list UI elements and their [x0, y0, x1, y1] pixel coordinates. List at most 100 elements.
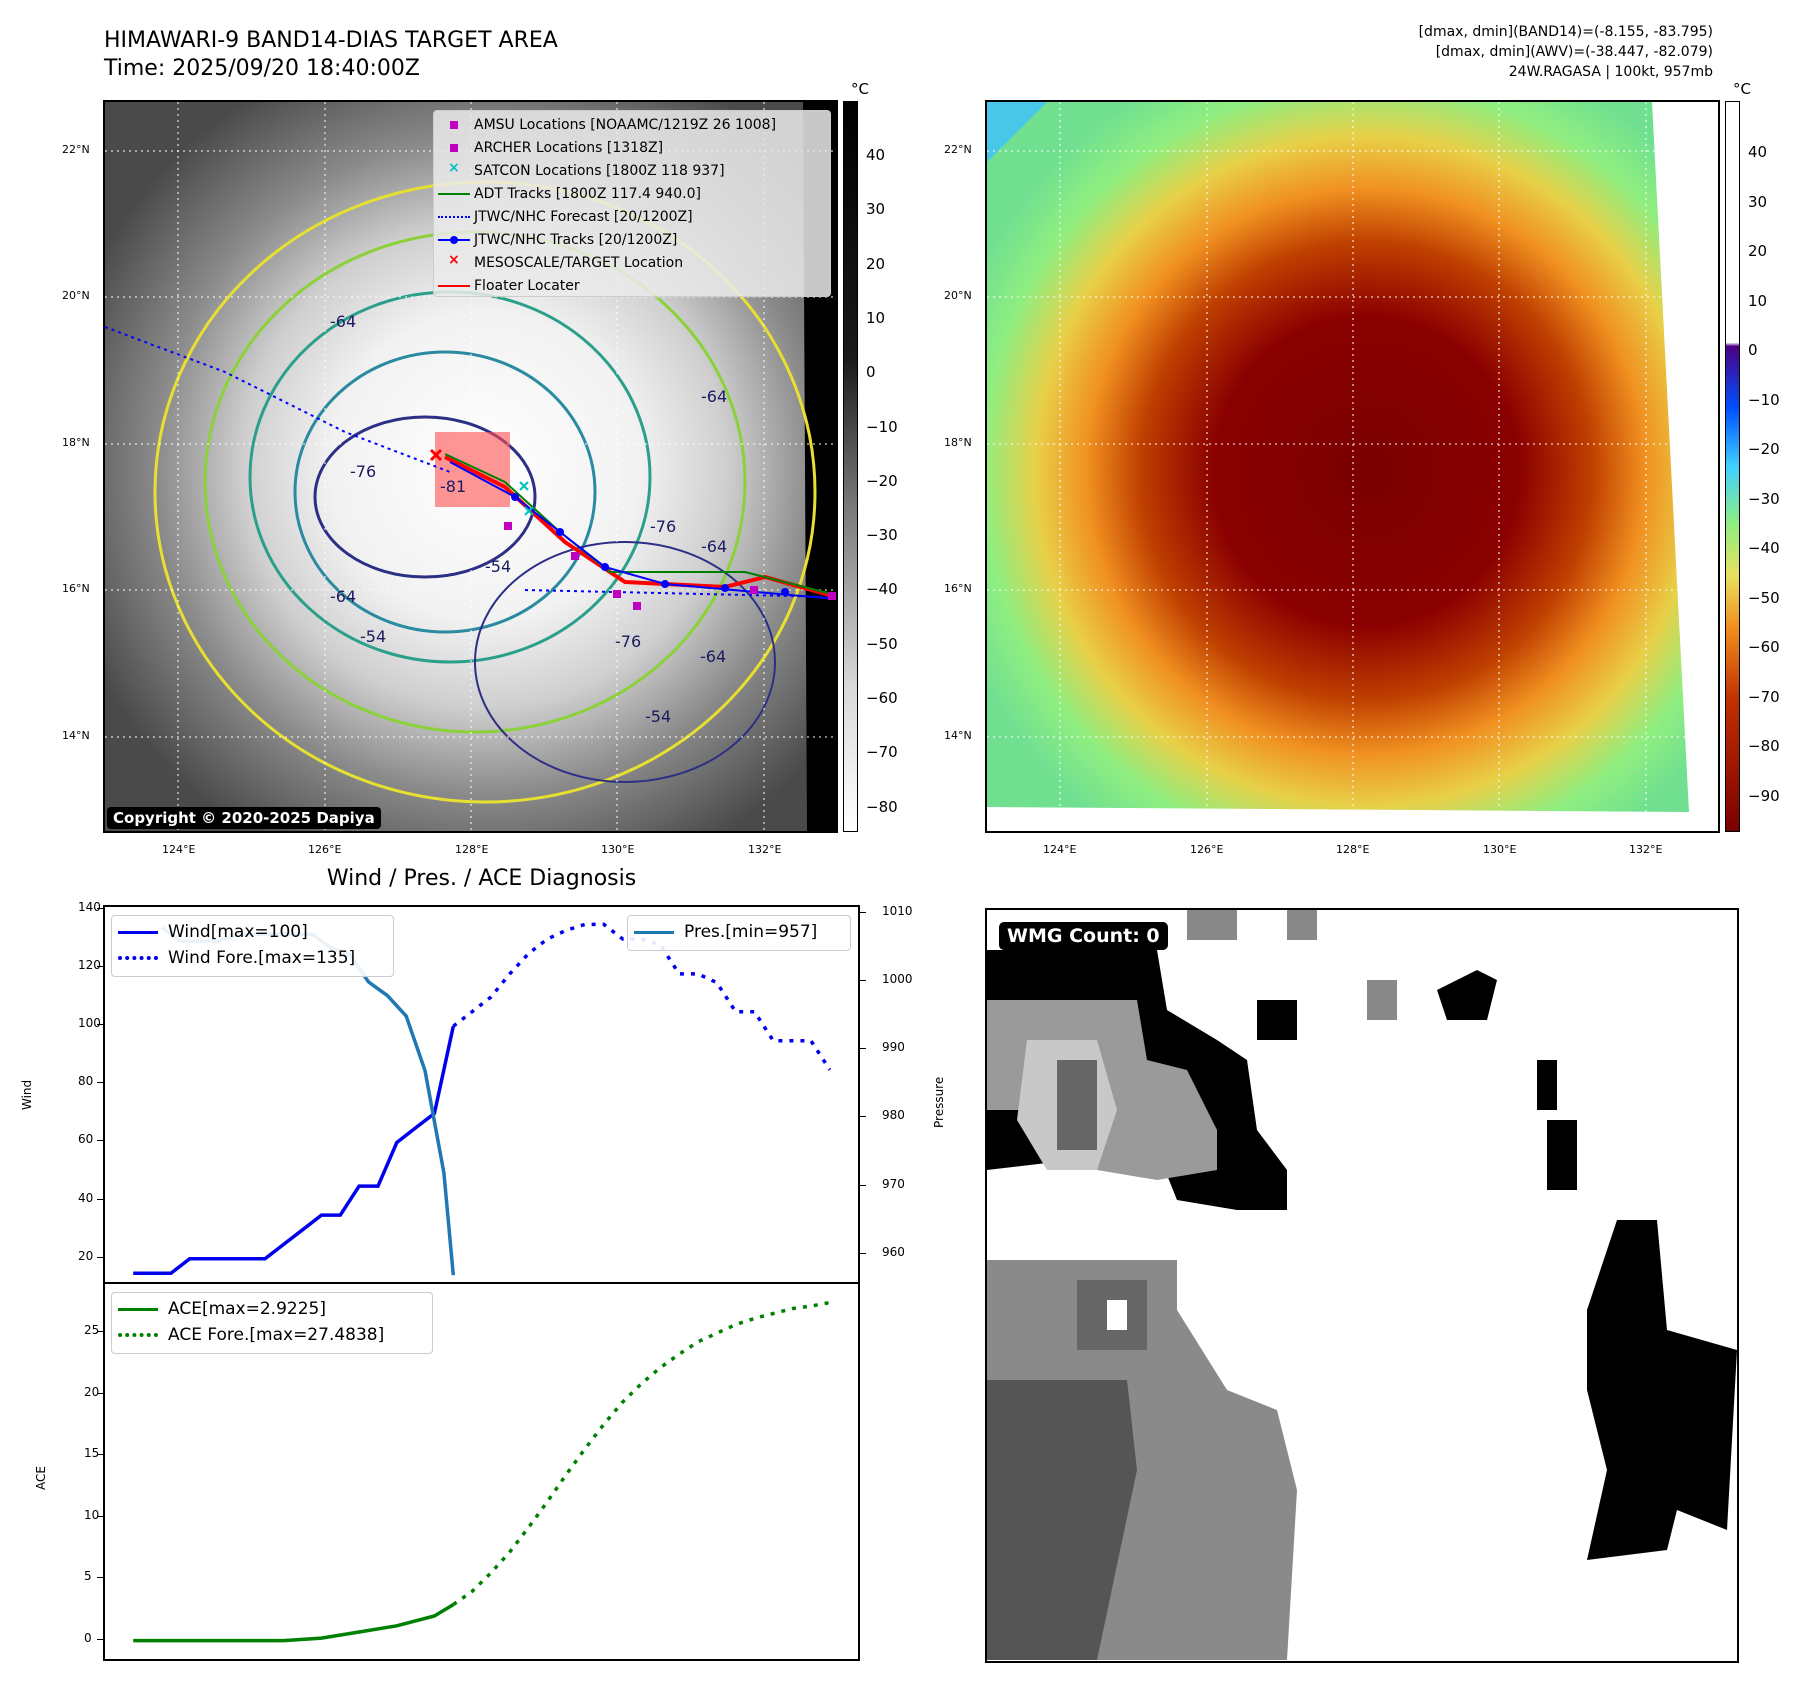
jtwc-best-track: [449, 461, 836, 600]
legend-floater-label: Floater Locater: [474, 278, 580, 294]
left-colorbar-tick: −30: [866, 526, 898, 545]
right-colorbar-tick: −50: [1748, 588, 1780, 607]
legend-satcon: × SATCON Locations [1800Z 118 937]: [434, 160, 725, 181]
right-colorbar-tick: 10: [1748, 291, 1768, 310]
pressure-axis-label: Pressure: [932, 1076, 946, 1128]
right-colorbar-tick: 40: [1748, 143, 1768, 161]
left-colorbar-tick: −20: [866, 471, 898, 490]
right-colorbar-tick: 0: [1748, 341, 1758, 359]
left-lon-124: 124°E: [162, 843, 196, 856]
left-colorbar-tick: −10: [866, 417, 898, 436]
ace-tick-label: 5: [84, 1569, 92, 1584]
pres-legend: Pres.[min=957]: [627, 915, 851, 951]
wind-tick-mark: [97, 907, 103, 909]
ace-tick-label: 10: [84, 1507, 100, 1522]
ace-tick-mark: [97, 1515, 103, 1517]
band14-map[interactable]: -76 -64 -54 -54 -64 -76 -64 -54 -76 -81 …: [103, 100, 838, 833]
line-icon: [434, 184, 474, 204]
left-lat-14: 14°N: [62, 729, 90, 742]
right-lon-126: 126°E: [1190, 843, 1224, 856]
left-colorbar-tick: 30: [866, 200, 886, 219]
left-lat-18: 18°N: [62, 436, 90, 449]
right-colorbar-tick: −70: [1748, 687, 1780, 706]
ace-tick-mark: [97, 1392, 103, 1394]
wind-tick-mark: [97, 1198, 103, 1200]
pressure-tick-label: 1010: [882, 903, 913, 918]
legend-mesoscale-label: MESOSCALE/TARGET Location: [474, 255, 684, 271]
diagnosis-title: Wind / Pres. / ACE Diagnosis: [326, 866, 637, 891]
right-colorbar-tick: −30: [1748, 489, 1780, 508]
pressure-tick-label: 980: [882, 1108, 905, 1123]
ace-tick-label: 15: [84, 1446, 100, 1461]
contour-label-10: -81: [440, 477, 466, 496]
right-colorbar-tick: −80: [1748, 737, 1780, 755]
contour-label-11: -64: [701, 537, 727, 556]
right-colorbar-tick: −90: [1748, 786, 1780, 805]
contour-label-3: -54: [360, 627, 386, 646]
solid-line-icon: [118, 1307, 158, 1311]
amsu-archer-points: [504, 522, 836, 610]
pressure-tick-label: 990: [882, 1040, 905, 1055]
square-icon: [434, 115, 474, 135]
legend-wind-label: Wind[max=100]: [168, 922, 308, 942]
contour-label-5: -64: [330, 312, 356, 331]
ace-tick-label: 0: [84, 1630, 92, 1645]
wind-tick-label: 40: [78, 1190, 94, 1205]
wind-axis-label: Wind: [20, 1079, 34, 1110]
awv-map[interactable]: [985, 100, 1720, 833]
wmg-black-small-4: [1547, 1120, 1577, 1190]
left-colorbar-tick: −50: [866, 634, 898, 653]
legend-floater: Floater Locater: [434, 276, 580, 296]
ace-series-line-1: [452, 1300, 831, 1607]
awv-map-svg: [987, 102, 1718, 812]
pressure-tick-label: 970: [882, 1176, 905, 1191]
right-lat-18: 18°N: [944, 436, 972, 449]
legend-wind-fore: Wind Fore.[max=135]: [118, 946, 355, 970]
ace-tick-label: 20: [84, 1384, 100, 1399]
contour-label-2: -64: [330, 587, 356, 606]
right-lon-128: 128°E: [1336, 843, 1370, 856]
right-lon-132: 132°E: [1629, 843, 1663, 856]
wind-tick-label: 80: [78, 1074, 94, 1089]
left-colorbar-tick: −70: [866, 743, 898, 762]
wmg-black-east: [1587, 1220, 1737, 1560]
contour-label-9: -76: [615, 632, 641, 651]
contour-navy-1: [313, 415, 537, 579]
right-lat-22: 22°N: [944, 143, 972, 156]
wmg-black-small-2: [1257, 1000, 1297, 1040]
pressure-tick-mark: [860, 1252, 866, 1254]
ace-tick-mark: [97, 1331, 103, 1333]
right-colorbar-tick: −40: [1748, 539, 1780, 557]
left-colorbar-tick: 20: [866, 254, 886, 273]
legend-mesoscale: × MESOSCALE/TARGET Location: [434, 252, 684, 273]
wmg-black-small-1: [1437, 970, 1497, 1020]
dotted-line-icon: [118, 956, 158, 960]
line-dot-icon: [434, 230, 474, 250]
legend-wind-fore-label: Wind Fore.[max=135]: [168, 948, 356, 968]
left-colorbar: [843, 101, 858, 832]
legend-ace-fore: ACE Fore.[max=27.4838]: [118, 1323, 384, 1347]
pressure-tick-mark: [860, 1116, 866, 1118]
wmg-top-block-3: [1367, 980, 1397, 1020]
wind-legend: Wind[max=100] Wind Fore.[max=135]: [111, 915, 394, 977]
left-lon-132: 132°E: [748, 843, 782, 856]
wind-tick-label: 120: [78, 958, 101, 973]
track-legend: AMSU Locations [NOAAMC/1219Z 26 1008] AR…: [433, 110, 831, 297]
right-colorbar: [1725, 101, 1740, 832]
dotted-line-icon: [434, 207, 474, 227]
ace-tick-mark: [97, 1454, 103, 1456]
right-colorbar-tick: 30: [1748, 192, 1768, 211]
right-colorbar-unit: °C: [1733, 80, 1751, 98]
right-lon-124: 124°E: [1043, 843, 1077, 856]
wmg-top-block-2: [1287, 910, 1317, 940]
jtwc-track-points: [511, 493, 789, 596]
left-lat-16: 16°N: [62, 582, 90, 595]
left-colorbar-tick: 10: [866, 308, 886, 327]
pressure-tick-mark: [860, 980, 866, 981]
dotted-line-icon: [118, 1333, 158, 1337]
pressure-tick-label: 1000: [882, 972, 913, 986]
legend-jtwc-forecast: JTWC/NHC Forecast [20/1200Z]: [434, 207, 693, 227]
jtwc-forecast-track: [105, 326, 451, 473]
adt-track: [444, 453, 836, 596]
wmg-panel: WMG Count: 0: [985, 908, 1739, 1663]
